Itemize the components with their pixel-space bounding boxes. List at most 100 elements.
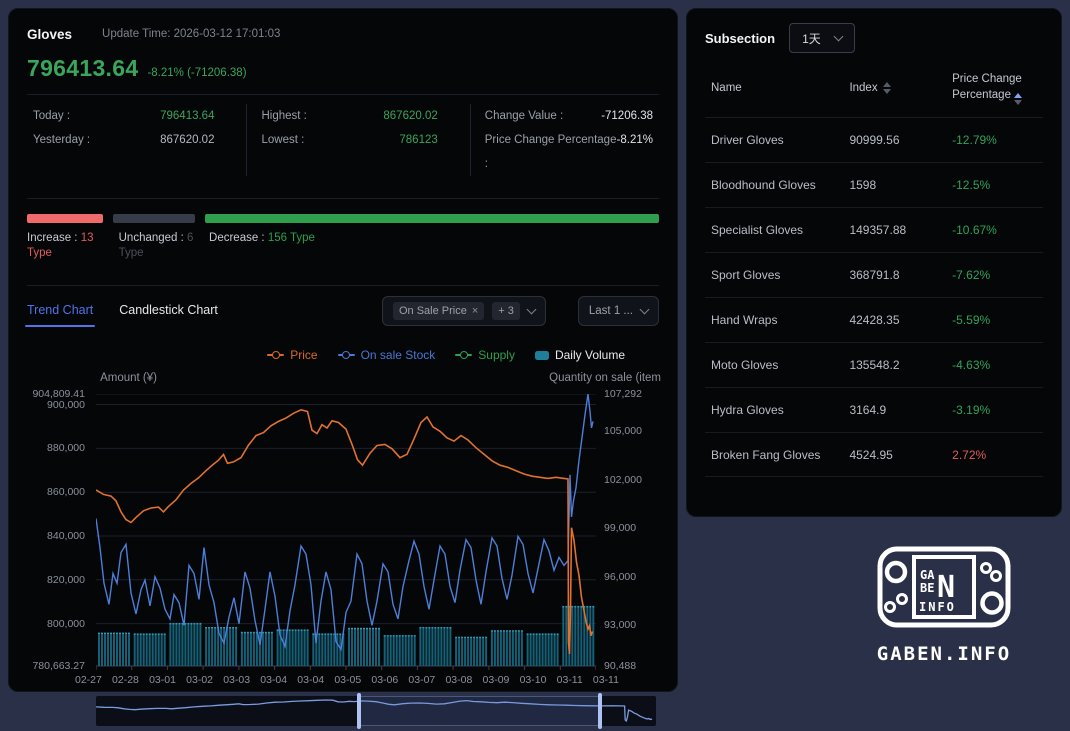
y-axis-title-left: Amount (¥) bbox=[100, 372, 157, 384]
x-axis-label: 03-04 bbox=[297, 674, 325, 686]
legend-line-icon bbox=[267, 351, 285, 360]
increase-label: Increase : bbox=[27, 232, 81, 244]
legend-label: Daily Volume bbox=[554, 348, 625, 362]
axis-tick-label: 102,000 bbox=[604, 473, 642, 486]
legend-line-icon bbox=[337, 351, 355, 360]
cell-index: 3164.9 bbox=[849, 403, 887, 417]
x-axis-labels: 02-27 02-28 03-01 03-02 03-03 03-04 03-04 03-05… bbox=[75, 674, 619, 686]
decrease-bar-segment bbox=[204, 214, 659, 223]
series-select[interactable]: On Sale Price × + 3 bbox=[381, 296, 546, 326]
x-axis-label: 02-27 bbox=[75, 674, 102, 686]
sort-icon-active[interactable] bbox=[1014, 93, 1023, 105]
x-axis-label: 03-08 bbox=[445, 674, 473, 686]
axis-tick-label: 840,000 bbox=[47, 529, 85, 542]
cell-index: 4524.95 bbox=[849, 447, 893, 462]
x-axis-label: 03-09 bbox=[482, 674, 510, 686]
table-row[interactable]: Hand Wraps 42428.35 -5.59% bbox=[705, 297, 1043, 342]
x-axis-label: 03-06 bbox=[371, 674, 399, 686]
today-label: Today : bbox=[33, 110, 71, 122]
increase-bar-segment bbox=[27, 214, 103, 223]
page: Gloves Update Time: 2026-03-12 17:01:03 … bbox=[8, 8, 1062, 729]
x-axis-label: 03-02 bbox=[186, 674, 213, 686]
table-row[interactable]: Specialist Gloves 149357.88 -10.67% bbox=[705, 207, 1043, 252]
table-row[interactable]: Hydra Gloves 3164.9 -3.19% bbox=[705, 387, 1043, 432]
x-axis-label: 03-10 bbox=[519, 674, 547, 686]
remove-chip-icon[interactable]: × bbox=[471, 305, 479, 317]
tab-trend-chart[interactable]: Trend Chart bbox=[24, 303, 96, 327]
legend-item-on-sale-stock[interactable]: On sale Stock bbox=[337, 348, 436, 362]
cell-index: 42428.35 bbox=[849, 313, 900, 327]
cell-pct: -5.59% bbox=[952, 313, 991, 327]
cell-pct: -4.63% bbox=[952, 358, 991, 372]
cell-pct: -3.19% bbox=[952, 403, 991, 417]
legend-item-daily-volume[interactable]: Daily Volume bbox=[534, 348, 625, 362]
cell-name: Bloodhound Gloves bbox=[711, 178, 816, 192]
pct-value: -8.21% bbox=[616, 134, 653, 146]
daily-volume-bars bbox=[98, 605, 595, 666]
svg-text:BE: BE bbox=[920, 581, 934, 595]
table-row[interactable]: Broken Fang Gloves 4524.95 2.72% bbox=[705, 432, 1043, 477]
divider bbox=[27, 94, 659, 95]
subsection-table: Driver Gloves 90999.56 -12.79% Bloodhound G… bbox=[705, 117, 1043, 477]
gaben-info-logo: GA BE N INFO GABEN.INFO bbox=[870, 544, 1018, 665]
chart-legend: Price On sale Stock Supply Daily Volume bbox=[267, 348, 625, 362]
legend-rect-icon bbox=[534, 350, 549, 360]
index-change: -8.21% (-71206.38) bbox=[147, 67, 247, 79]
decrease-label: Decrease : bbox=[209, 232, 268, 244]
navigator-selection[interactable] bbox=[359, 696, 600, 726]
table-row[interactable]: Moto Gloves 135548.2 -4.63% bbox=[705, 342, 1043, 387]
chart-navigator[interactable] bbox=[95, 693, 656, 729]
cell-name: Broken Fang Gloves bbox=[711, 447, 821, 462]
legend-label: On sale Stock bbox=[360, 348, 436, 362]
table-row[interactable]: Bloodhound Gloves 1598 -12.5% bbox=[705, 162, 1043, 207]
axis-tick-label: 904,809.41 bbox=[32, 388, 85, 400]
x-axis-ticks bbox=[95, 666, 597, 670]
game-controller-icon: GA BE N INFO bbox=[877, 546, 1011, 628]
legend-item-supply[interactable]: Supply bbox=[455, 348, 515, 362]
cell-pct: 2.72% bbox=[952, 447, 987, 462]
x-axis-label: 03-03 bbox=[223, 674, 251, 686]
ratio-labels: Increase : 13 Type Unchanged : 6 Type De… bbox=[27, 231, 659, 273]
navigator-handle-left[interactable] bbox=[357, 693, 362, 729]
increase-count: 13 Type bbox=[27, 232, 94, 259]
tab-candlestick-chart[interactable]: Candlestick Chart bbox=[119, 303, 218, 317]
time-range-select[interactable]: Last 1 ... bbox=[577, 296, 659, 326]
axis-tick-label: 820,000 bbox=[47, 573, 85, 586]
cell-name: Hand Wraps bbox=[711, 313, 778, 327]
subsection-title: Subsection bbox=[705, 30, 776, 46]
chevron-down-icon bbox=[526, 304, 537, 315]
axis-tick-label: 780,663.27 bbox=[32, 660, 85, 672]
price-line bbox=[95, 408, 594, 655]
unchanged-bar-segment bbox=[112, 214, 195, 223]
navigator-handle-right[interactable] bbox=[598, 693, 602, 729]
x-axis-label: 02-28 bbox=[112, 674, 139, 686]
axis-tick-label: 93,000 bbox=[604, 619, 637, 632]
legend-item-price[interactable]: Price bbox=[267, 348, 318, 362]
cell-name: Hydra Gloves bbox=[711, 403, 784, 417]
legend-line-icon bbox=[455, 351, 473, 360]
market-panel: Gloves Update Time: 2026-03-12 17:01:03 … bbox=[8, 8, 678, 729]
x-axis-label: 03-07 bbox=[408, 674, 436, 686]
cell-pct: -10.67% bbox=[952, 223, 997, 237]
axis-tick-label: 880,000 bbox=[47, 442, 85, 455]
table-row[interactable]: Driver Gloves 90999.56 -12.79% bbox=[705, 117, 1043, 162]
sort-icon[interactable] bbox=[882, 82, 891, 94]
column-header-name[interactable]: Name bbox=[711, 82, 742, 94]
svg-text:INFO: INFO bbox=[919, 600, 956, 614]
selected-series-chip[interactable]: On Sale Price × bbox=[392, 302, 485, 320]
chevron-down-icon bbox=[639, 304, 650, 315]
table-row[interactable]: Sport Gloves 368791.8 -7.62% bbox=[705, 252, 1043, 297]
lowest-label: Lowest : bbox=[261, 134, 305, 146]
update-time: Update Time: 2026-03-12 17:01:03 bbox=[102, 28, 281, 40]
divider bbox=[27, 285, 659, 286]
column-header-pct[interactable]: Price Change Percentage bbox=[952, 71, 1036, 105]
period-select[interactable]: 1天 bbox=[789, 23, 855, 53]
change-value: -71206.38 bbox=[601, 110, 653, 122]
increase-decrease-bar bbox=[27, 214, 659, 223]
table-header: Name Index Price Change Percentage bbox=[705, 53, 1043, 117]
legend-label: Supply bbox=[478, 348, 515, 362]
chart-plot-area[interactable] bbox=[95, 393, 597, 672]
column-header-index[interactable]: Index bbox=[849, 71, 952, 105]
highest-label: Highest : bbox=[261, 110, 307, 122]
more-series-chip[interactable]: + 3 bbox=[492, 302, 520, 320]
